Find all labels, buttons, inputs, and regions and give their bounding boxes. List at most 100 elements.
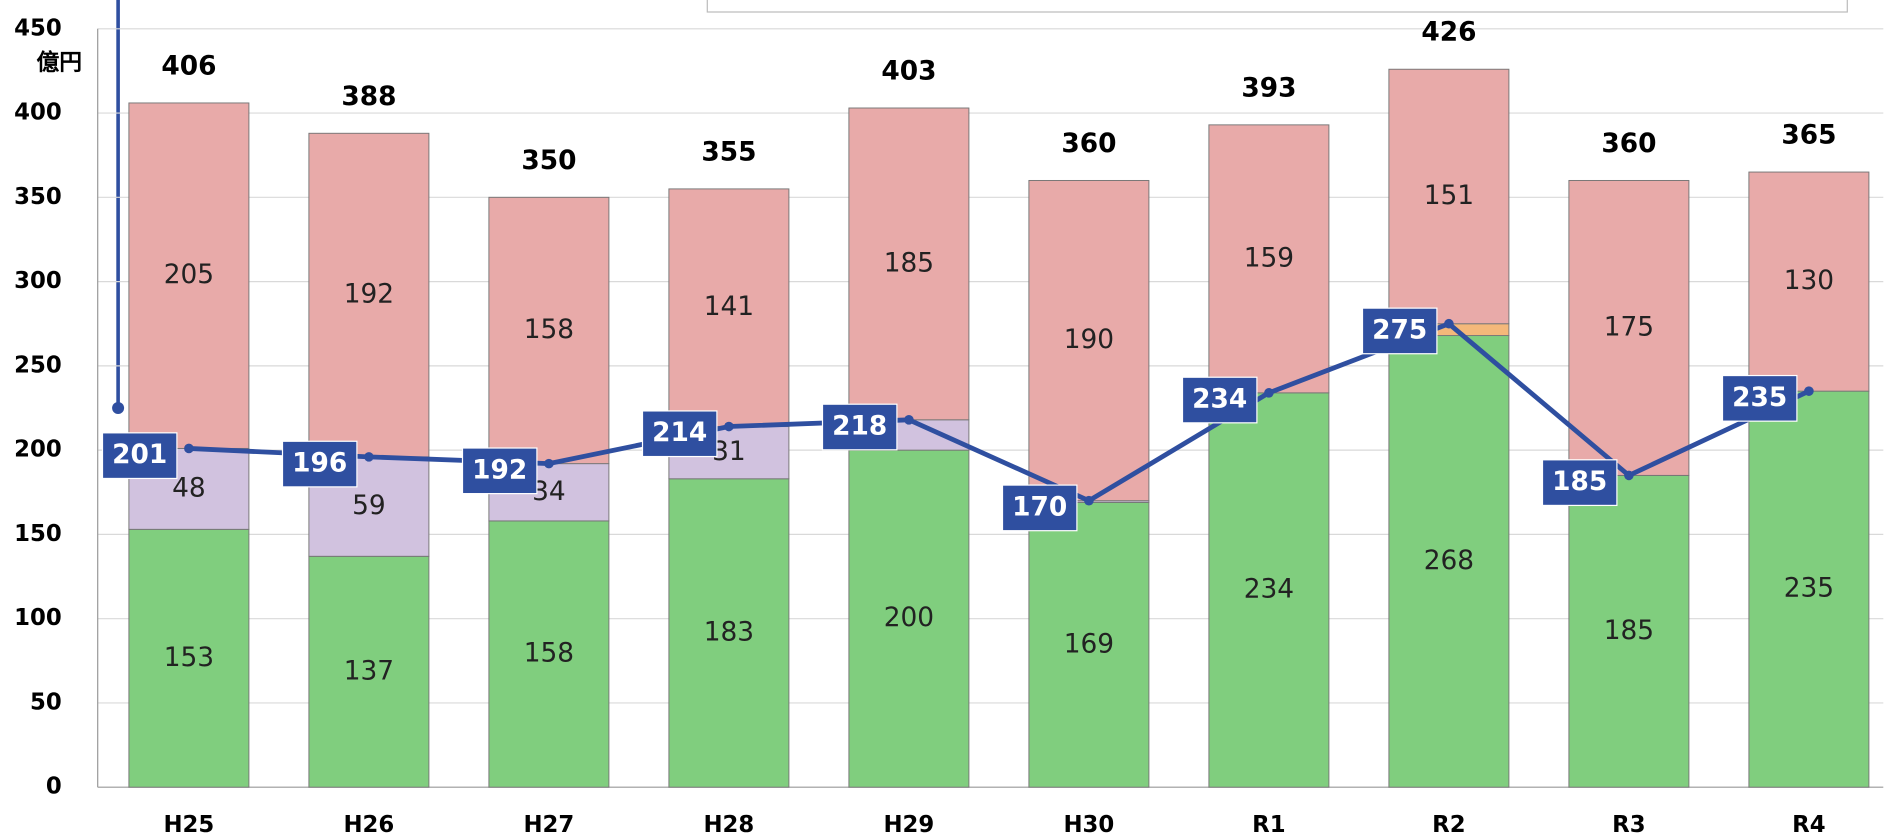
line-point [364,452,374,462]
line-label-box [281,440,358,488]
line-point [544,458,554,469]
segment-label: 235 [1784,573,1834,604]
y-tick-label: 250 [14,352,62,378]
line-point [1444,318,1454,329]
segment-label: 59 [352,490,386,521]
x-tick-label: H28 [703,812,754,838]
line-label-box [1181,376,1258,424]
segment-label: 192 [344,279,394,310]
line-point [1804,386,1814,396]
line-label-box [1541,459,1618,507]
bar-segment [848,107,970,421]
segment-label: 158 [524,314,574,345]
x-tick-label: H30 [1063,812,1114,838]
bar-segment [128,528,250,788]
line-label: 218 [832,410,887,441]
bar-segment [1748,171,1870,392]
line-label-box [1361,307,1438,355]
x-tick-label: R3 [1612,812,1645,838]
x-tick-label: H29 [883,812,934,838]
total-label: 403 [881,56,936,87]
total-label: 393 [1241,72,1296,103]
bar-segment [848,449,970,788]
line-label: 214 [652,417,707,448]
line-label-box [1721,374,1798,422]
y-tick-label: 150 [14,521,62,547]
total-label: 388 [341,81,396,112]
line-point [1264,388,1274,398]
line-point [724,421,734,432]
segment-label: 48 [172,472,206,503]
segment-label: 151 [1424,180,1474,211]
line-label: 234 [1192,384,1247,415]
segment-label: 169 [1064,628,1114,659]
segment-label: 234 [1244,574,1294,605]
x-tick-label: H25 [163,812,214,838]
x-tick-label: H27 [523,812,574,838]
segment-label: 183 [704,616,754,647]
line-label: 235 [1732,382,1787,413]
bar-segment [308,555,430,788]
segment-label: 185 [884,247,934,278]
total-label: 406 [161,50,216,81]
y-tick-label: 0 [46,774,62,800]
segment-label: 158 [524,638,574,669]
total-label: 360 [1601,128,1656,159]
segment-label: 34 [532,476,566,507]
segment-label: 268 [1424,545,1474,576]
y-tick-label: 350 [14,184,62,210]
line-label: 201 [112,439,167,470]
line-label-box [101,432,178,480]
bar-segment [1208,124,1330,394]
line-label: 185 [1552,466,1607,497]
y-unit: 億円 [37,50,83,76]
bar-segment [1028,501,1150,788]
line-label: 170 [1012,491,1067,522]
y-tick-label: 50 [30,689,62,715]
x-tick-label: R4 [1792,812,1825,838]
y-tick-label: 300 [14,268,62,294]
line-label-box [641,410,718,458]
line-point [904,414,914,425]
legend-pointer-dot [112,402,125,414]
line-label: 275 [1372,314,1427,345]
total-label: 355 [701,136,756,167]
x-tick-label: R2 [1432,812,1465,838]
segment-label: 153 [164,642,214,673]
segment-label: 190 [1064,324,1114,355]
segment-label: 185 [1604,615,1654,646]
total-label: 426 [1421,17,1476,48]
bar-segment [1028,179,1150,502]
x-tick-label: H26 [343,812,394,838]
bar-segment [1388,68,1510,325]
segment-label: 200 [884,602,934,633]
y-tick-label: 100 [14,605,62,631]
line [188,320,1810,504]
total-label: 360 [1061,128,1116,159]
line-label: 196 [292,448,347,479]
bar-segment [1568,179,1690,476]
line-point [184,443,194,454]
segment-label: 159 [1244,242,1294,273]
line-label: 192 [472,454,527,485]
bar-segment [668,478,790,788]
line-point [1624,470,1634,481]
bar-segment [1388,335,1510,788]
bar-segment [308,132,430,458]
segment-label: 137 [344,655,394,686]
bar-segment [488,196,610,465]
y-tick-label: 200 [14,437,62,463]
segment-label: 31 [712,436,746,467]
segment-label: 175 [1604,311,1654,342]
line-label-box [1001,484,1078,532]
bar-segment [1568,474,1690,788]
segment-label: 130 [1784,265,1834,296]
y-tick-label: 400 [14,100,62,126]
segment-label: 141 [704,291,754,322]
bar-segment [128,102,250,449]
total-label: 365 [1781,120,1836,151]
total-label: 350 [521,145,576,176]
x-tick-label: R1 [1252,812,1285,838]
segment-label: 205 [164,259,214,290]
